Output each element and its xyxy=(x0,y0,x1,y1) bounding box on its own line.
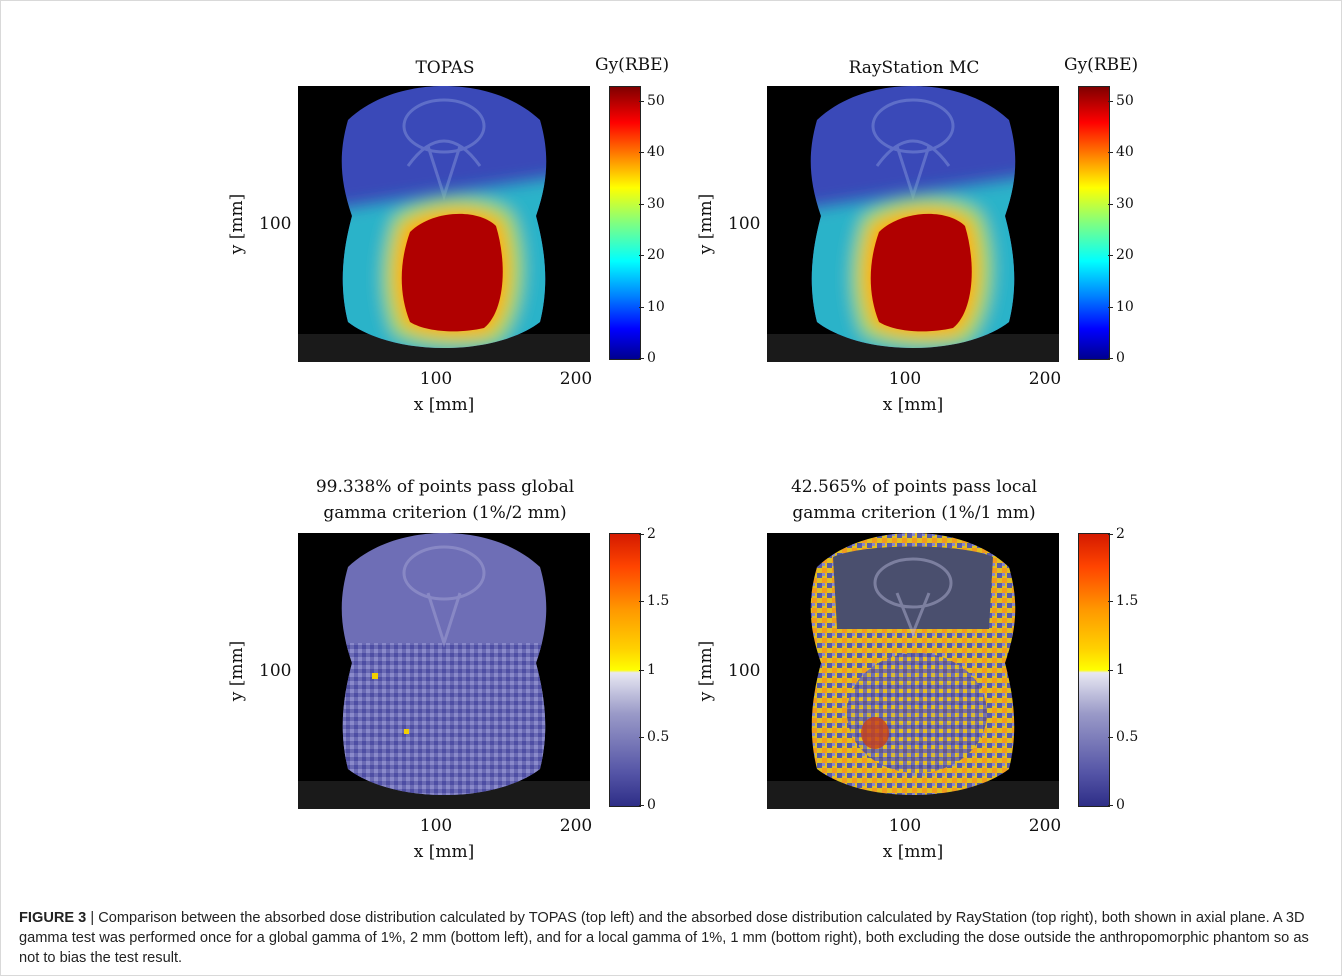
y-axis-label: y [mm] xyxy=(696,193,716,255)
y-axis-label: y [mm] xyxy=(696,640,716,702)
x-tick-label: 200 xyxy=(1028,369,1062,389)
panel-title-line2: gamma criterion (1%/2 mm) xyxy=(323,503,567,523)
gamma-map-image xyxy=(298,533,590,809)
x-tick-label: 200 xyxy=(559,369,593,389)
colorbar-tick-label: 50 xyxy=(639,93,665,109)
colorbar-tick-label: 1.5 xyxy=(638,593,670,609)
y-axis-label: y [mm] xyxy=(227,640,247,702)
gamma-colorbar xyxy=(609,533,641,807)
colorbar-tick-label: 30 xyxy=(639,196,665,212)
dose-colorbar xyxy=(1078,86,1110,360)
panel-title: TOPAS xyxy=(415,58,475,78)
colorbar-tick-label: 0 xyxy=(639,797,656,813)
x-tick-label: 100 xyxy=(419,369,453,389)
global-gamma-panel: 99.338% of points pass global gamma crit… xyxy=(227,477,689,881)
colorbar-tick-label: 20 xyxy=(1108,247,1134,263)
colorbar-tick-label: 0.5 xyxy=(1107,729,1139,745)
local-gamma-panel: 42.565% of points pass local gamma crite… xyxy=(696,477,1158,881)
x-tick-label: 200 xyxy=(559,816,593,836)
gamma-map-image xyxy=(767,533,1059,809)
y-tick-label: 100 xyxy=(728,214,761,234)
x-tick-label: 100 xyxy=(419,816,453,836)
colorbar-tick-label: 20 xyxy=(639,247,665,263)
x-tick-label: 100 xyxy=(888,816,922,836)
colorbar-tick-label: 0 xyxy=(1108,797,1125,813)
colorbar-tick-label: 40 xyxy=(639,144,665,160)
x-axis-label: x [mm] xyxy=(882,395,944,415)
panel-title: RayStation MC xyxy=(848,58,980,78)
colorbar-tick-label: 0 xyxy=(1108,350,1125,366)
raystation-dose-panel: RayStation MC Gy(RBE) xyxy=(696,53,1158,453)
topas-dose-panel: TOPAS Gy(RBE) xyxy=(227,53,689,453)
colorbar-tick-label: 0 xyxy=(639,350,656,366)
x-axis-label: x [mm] xyxy=(413,395,475,415)
colorbar-tick-label: 2 xyxy=(639,526,656,542)
colorbar-tick-label: 40 xyxy=(1108,144,1134,160)
colorbar-tick-label: 10 xyxy=(1108,299,1134,315)
colorbar-tick-label: 1.5 xyxy=(1107,593,1139,609)
y-tick-label: 100 xyxy=(259,661,292,681)
y-axis-label: y [mm] xyxy=(227,193,247,255)
caption-text: Comparison between the absorbed dose dis… xyxy=(19,910,1309,966)
colorbar-title: Gy(RBE) xyxy=(1064,55,1139,75)
panel-title-line2: gamma criterion (1%/1 mm) xyxy=(792,503,1036,523)
gamma-colorbar xyxy=(1078,533,1110,807)
panel-title-line1: 99.338% of points pass global xyxy=(315,477,575,497)
x-tick-label: 100 xyxy=(888,369,922,389)
y-tick-label: 100 xyxy=(728,661,761,681)
x-axis-label: x [mm] xyxy=(413,842,475,862)
dose-colorbar xyxy=(609,86,641,360)
colorbar-tick-label: 1 xyxy=(1108,662,1125,678)
gamma-map-svg xyxy=(767,533,1059,809)
x-axis-label: x [mm] xyxy=(882,842,944,862)
x-tick-label: 200 xyxy=(1028,816,1062,836)
colorbar-tick-label: 2 xyxy=(1108,526,1125,542)
colorbar-tick-label: 10 xyxy=(639,299,665,315)
dose-map-svg xyxy=(767,86,1059,362)
dose-map-image xyxy=(298,86,590,362)
colorbar-tick-label: 1 xyxy=(639,662,656,678)
dose-map-image xyxy=(767,86,1059,362)
figure-label: FIGURE 3 xyxy=(19,910,87,926)
gamma-map-svg xyxy=(298,533,590,809)
colorbar-title: Gy(RBE) xyxy=(595,55,670,75)
dose-map-svg xyxy=(298,86,590,362)
colorbar-tick-label: 30 xyxy=(1108,196,1134,212)
colorbar-tick-label: 0.5 xyxy=(638,729,670,745)
y-tick-label: 100 xyxy=(259,214,292,234)
caption-separator: | xyxy=(90,910,95,926)
figure-caption: FIGURE 3 | Comparison between the absorb… xyxy=(19,908,1329,968)
panel-title-line1: 42.565% of points pass local xyxy=(790,477,1038,497)
colorbar-tick-label: 50 xyxy=(1108,93,1134,109)
